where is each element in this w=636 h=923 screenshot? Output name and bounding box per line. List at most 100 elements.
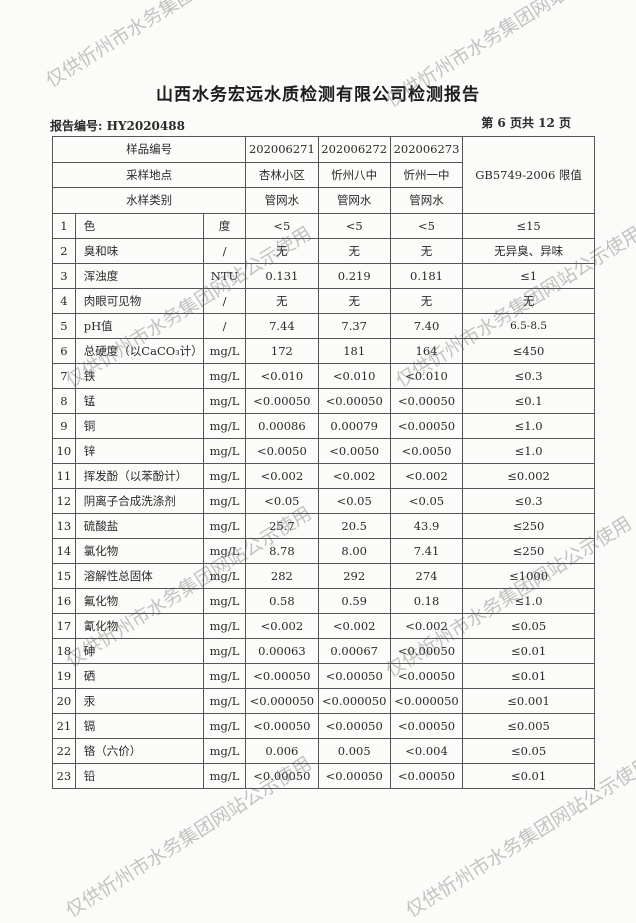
limit-value: ≤1000 (462, 562, 595, 589)
result-sample-2: 无 (317, 287, 391, 314)
row-number: 10 (52, 437, 76, 464)
result-sample-1: 0.00086 (245, 412, 319, 439)
table-row: 6 总硬度（以CaCO₃计） mg/L 172 181 164 ≤450 (52, 337, 595, 364)
test-results-table: 样品编号 202006271 202006272 202006273 GB574… (51, 136, 595, 789)
result-sample-1: 7.44 (245, 312, 319, 339)
limit-value: ≤0.01 (462, 662, 595, 689)
result-sample-3: <0.004 (389, 737, 464, 764)
result-sample-1: 0.006 (245, 737, 319, 764)
table-row: 9 铜 mg/L 0.00086 0.00079 <0.00050 ≤1.0 (52, 412, 595, 439)
parameter-name: 汞 (74, 687, 204, 714)
parameter-name: 铬（六价） (74, 737, 204, 764)
report-title: 山西水务宏远水质检测有限公司检测报告 (156, 85, 480, 105)
page-number: 第 6 页共 12 页 (481, 116, 571, 130)
parameter-name: 溶解性总固体 (74, 562, 204, 589)
result-sample-2: 7.37 (317, 312, 391, 339)
limit-value: ≤0.001 (462, 687, 595, 714)
result-sample-1: <0.002 (245, 612, 319, 639)
result-sample-2: 无 (317, 237, 391, 264)
limit-value: ≤0.005 (462, 712, 595, 739)
result-sample-2: 0.219 (317, 262, 391, 289)
table-row: 17 氰化物 mg/L <0.002 <0.002 <0.002 ≤0.05 (52, 612, 595, 639)
row-number: 7 (52, 362, 76, 389)
result-sample-3: <0.00050 (389, 387, 464, 414)
location-3: 忻州一中 (389, 161, 464, 188)
result-sample-3: <0.002 (389, 462, 464, 489)
unit: mg/L (202, 637, 247, 664)
unit: mg/L (202, 662, 247, 689)
result-sample-2: 292 (317, 562, 391, 589)
unit: mg/L (202, 362, 247, 389)
parameter-name: 锰 (74, 387, 204, 414)
result-sample-1: <0.00050 (245, 712, 319, 739)
result-sample-2: <0.00050 (317, 712, 391, 739)
unit: mg/L (202, 412, 247, 439)
result-sample-2: 20.5 (317, 512, 391, 539)
result-sample-3: 274 (389, 562, 464, 589)
result-sample-2: <0.00050 (317, 387, 391, 414)
result-sample-2: 0.00079 (317, 412, 391, 439)
parameter-name: 镉 (74, 712, 204, 739)
result-sample-2: <0.00050 (317, 762, 391, 789)
row-number: 16 (52, 587, 76, 614)
result-sample-1: 282 (245, 562, 319, 589)
unit: mg/L (202, 487, 247, 514)
table-row: 12 阴离子合成洗涤剂 mg/L <0.05 <0.05 <0.05 ≤0.3 (52, 487, 595, 514)
location-label: 采样地点 (51, 161, 247, 188)
table-row: 5 pH值/7.44 7.37 7.40 6.5-8.5 (52, 312, 595, 339)
table-row: 19 硒 mg/L <0.00050 <0.00050 <0.00050 ≤0.01 (52, 662, 595, 689)
sample-no-2: 202006272 (317, 136, 391, 163)
result-sample-2: <0.05 (317, 487, 391, 514)
result-sample-3: <0.0050 (389, 437, 464, 464)
result-sample-2: <0.002 (317, 462, 391, 489)
row-number: 11 (52, 462, 76, 489)
unit: mg/L (202, 587, 247, 614)
row-number: 13 (52, 512, 76, 539)
result-sample-2: 0.59 (317, 587, 391, 614)
limit-value: ≤0.3 (462, 362, 595, 389)
limit-value: 6.5-8.5 (462, 312, 595, 339)
unit: / (202, 312, 247, 339)
result-sample-1: <0.00050 (245, 387, 319, 414)
result-sample-2: <0.000050 (317, 687, 391, 714)
table-row: 16 氟化物 mg/L 0.58 0.59 0.18 ≤1.0 (52, 587, 595, 614)
header-row-location: 采样地点 杏林小区 忻州八中 忻州一中 (51, 161, 595, 188)
result-sample-1: <0.05 (245, 487, 319, 514)
parameter-name: 色 (74, 212, 204, 239)
result-sample-1: 0.00063 (245, 637, 319, 664)
location-1: 杏林小区 (245, 161, 319, 188)
parameter-name: 阴离子合成洗涤剂 (74, 487, 204, 514)
row-number: 19 (52, 662, 76, 689)
unit: NTU (202, 262, 247, 289)
row-number: 2 (52, 237, 76, 264)
result-sample-2: <5 (317, 212, 391, 239)
row-number: 6 (52, 337, 76, 364)
parameter-name: 硒 (74, 662, 204, 689)
limit-value: ≤15 (462, 212, 595, 239)
result-sample-2: <0.010 (317, 362, 391, 389)
table-row: 20 汞 mg/L <0.000050 <0.000050 <0.000050 ≤0.001 (52, 687, 595, 714)
parameter-name: 砷 (74, 637, 204, 664)
sample-no-label: 样品编号 (51, 136, 247, 163)
row-number: 21 (52, 712, 76, 739)
table-row: 15 溶解性总固体 mg/L 282 292 274 ≤1000 (52, 562, 595, 589)
parameter-name: 氰化物 (74, 612, 204, 639)
unit: mg/L (202, 437, 247, 464)
parameter-name: 总硬度（以CaCO₃计） (74, 337, 204, 364)
unit: mg/L (202, 737, 247, 764)
result-sample-2: 0.00067 (317, 637, 391, 664)
limit-value: 无 (462, 287, 595, 314)
result-sample-1: 0.131 (245, 262, 319, 289)
limit-value: ≤450 (462, 337, 595, 364)
parameter-name: 氯化物 (74, 537, 204, 564)
limit-value: ≤0.01 (462, 762, 595, 789)
result-sample-3: 43.9 (389, 512, 464, 539)
row-number: 8 (52, 387, 76, 414)
unit: mg/L (202, 462, 247, 489)
result-sample-3: <0.00050 (389, 637, 464, 664)
row-number: 12 (52, 487, 76, 514)
row-number: 22 (52, 737, 76, 764)
row-number: 18 (52, 637, 76, 664)
limit-value: ≤0.05 (462, 612, 595, 639)
header-row-sample-no: 样品编号 202006271 202006272 202006273 GB574… (51, 136, 595, 214)
